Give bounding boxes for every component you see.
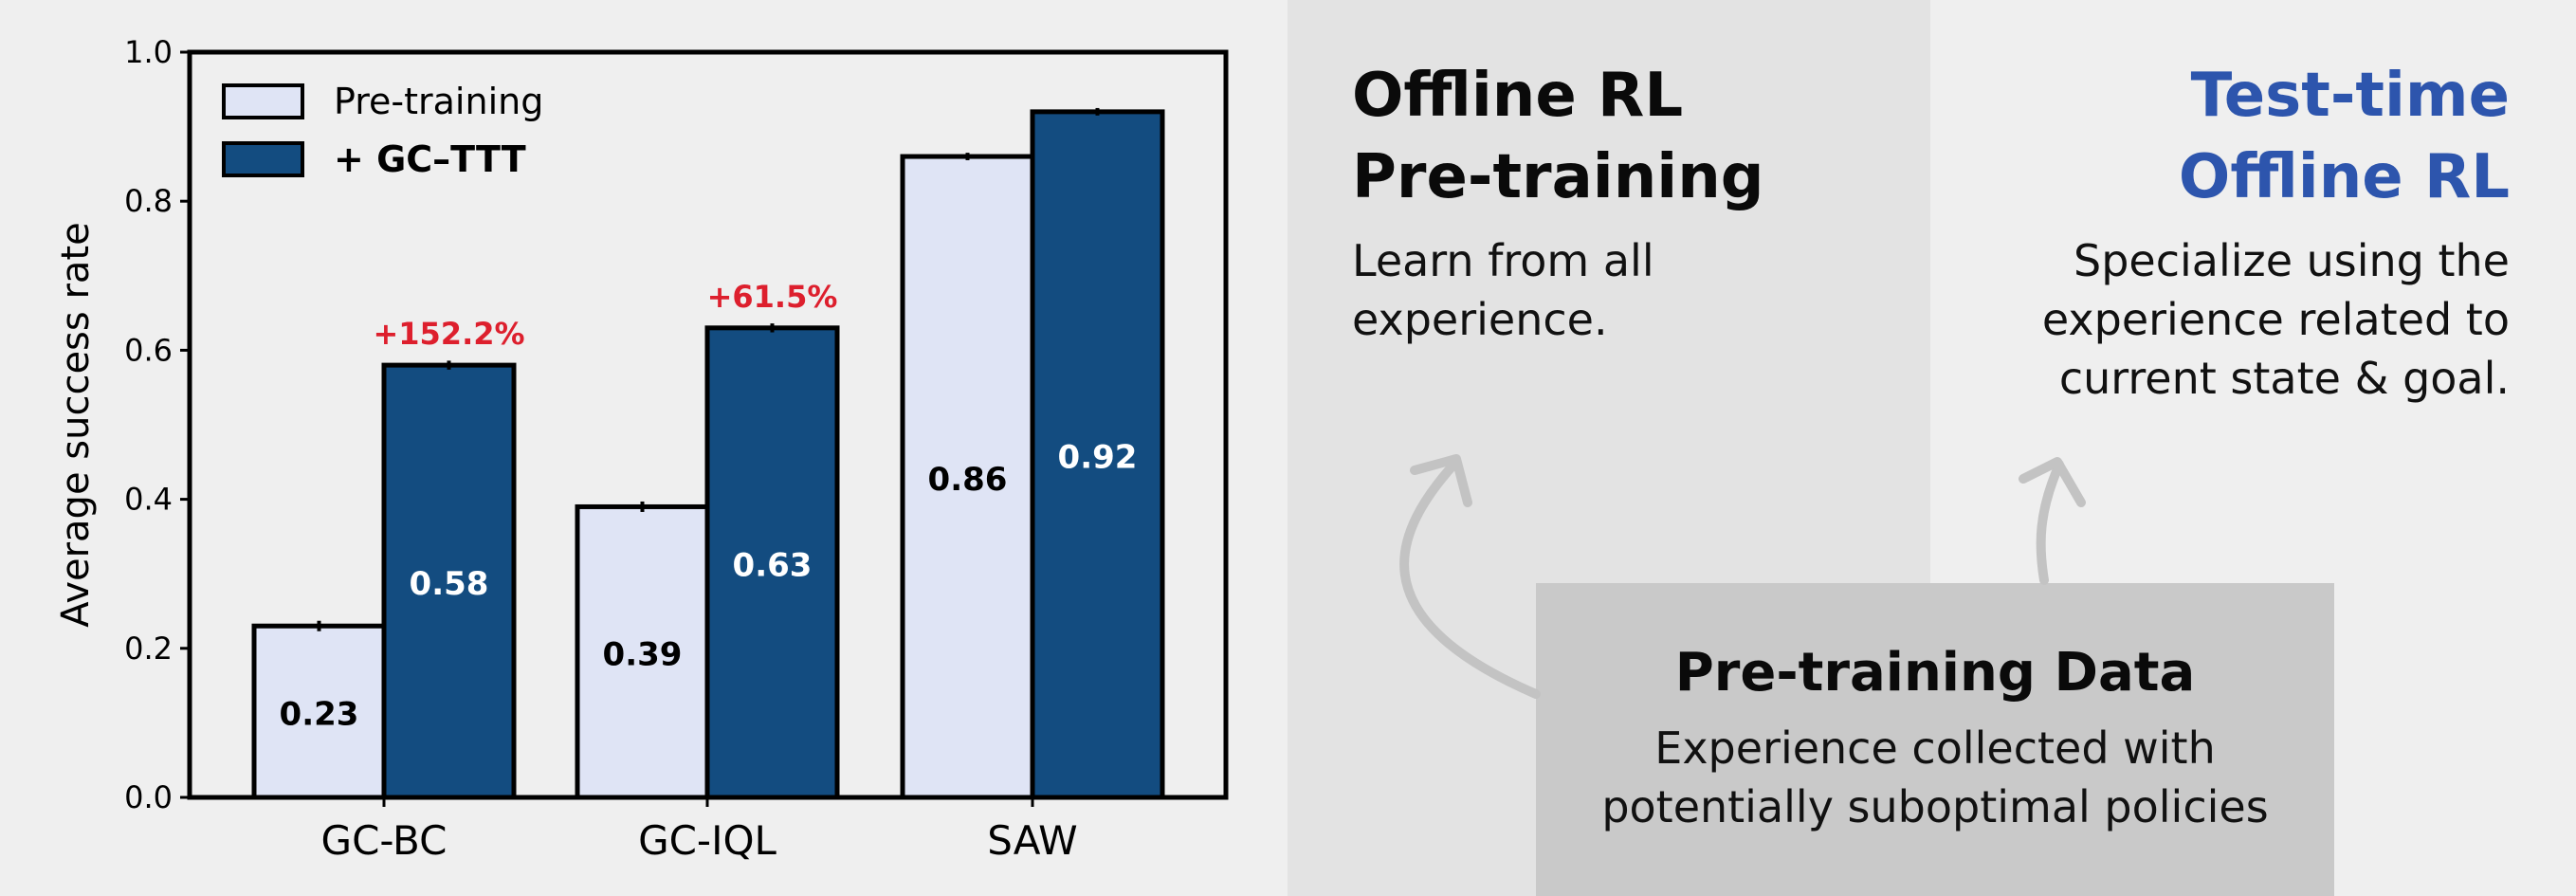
value-label: 0.63 bbox=[733, 546, 813, 584]
value-label: 0.23 bbox=[280, 696, 359, 734]
test-time-text: Test-time Offline RL Specialize using th… bbox=[1903, 55, 2510, 408]
pretraining-data-text: Pre-training Data Experience collected w… bbox=[1536, 637, 2334, 836]
plot-frame bbox=[187, 49, 1229, 800]
offline-desc-line2: experience. bbox=[1352, 294, 1608, 345]
testtime-desc-line1: Specialize using the bbox=[2074, 235, 2510, 286]
pretraining-data-description: Experience collected with potentially su… bbox=[1536, 719, 2334, 836]
y-tick-label: 0.0 bbox=[124, 779, 173, 815]
bar-gc-iql-pretraining bbox=[575, 503, 710, 800]
chart-panel: 0.23 0.58 +152.2% GC-BC 0.39 0.63 +61.5% GC-IQL… bbox=[54, 34, 1229, 864]
legend-swatch-pretraining bbox=[222, 83, 304, 119]
y-axis-label: Average success rate bbox=[54, 222, 98, 627]
data-desc-line1: Experience collected with bbox=[1654, 722, 2216, 774]
testtime-desc-line3: current state & goal. bbox=[2058, 353, 2510, 404]
improvement-label: +152.2% bbox=[373, 316, 524, 352]
x-tick-label: GC-BC bbox=[321, 817, 448, 864]
value-label: 0.92 bbox=[1058, 438, 1138, 476]
data-desc-line2: potentially suboptimal policies bbox=[1601, 781, 2269, 832]
improvement-label: +61.5% bbox=[707, 279, 838, 315]
testtime-title-line1: Test-time bbox=[2190, 61, 2510, 131]
legend-swatch-gc-ttt bbox=[222, 141, 304, 177]
y-tick-label: 0.8 bbox=[124, 183, 173, 219]
value-label: 0.39 bbox=[603, 636, 683, 674]
y-tick-label: 1.0 bbox=[124, 34, 173, 70]
bar-gc-bc-gc-ttt bbox=[381, 362, 517, 800]
x-tick-label: SAW bbox=[987, 817, 1077, 864]
offline-desc-line1: Learn from all bbox=[1352, 235, 1654, 286]
legend-label-pretraining: Pre-training bbox=[334, 81, 543, 122]
offline-rl-title: Offline RL Pre-training bbox=[1352, 55, 1911, 218]
bar-saw-pretraining bbox=[900, 154, 1035, 800]
y-tick-label: 0.4 bbox=[124, 482, 173, 518]
offline-title-line1: Offline RL bbox=[1352, 61, 1684, 131]
testtime-desc-line2: experience related to bbox=[2041, 294, 2510, 345]
offline-title-line2: Pre-training bbox=[1352, 142, 1764, 212]
pretraining-data-box bbox=[1536, 583, 2334, 896]
bar-gc-bc-pretraining bbox=[251, 623, 387, 800]
bar-chart: 0.23 0.58 +152.2% GC-BC 0.39 0.63 +61.5% GC-IQL… bbox=[54, 34, 1229, 864]
bar-saw-gc-ttt bbox=[1030, 109, 1165, 800]
test-time-description: Specialize using the experience related … bbox=[1903, 231, 2510, 408]
legend-label-gc-ttt: + GC–TTT bbox=[334, 138, 526, 180]
pretraining-data-title: Pre-training Data bbox=[1674, 642, 2196, 704]
bar-gc-iql-gc-ttt bbox=[704, 325, 840, 800]
offline-rl-text: Offline RL Pre-training Learn from all e… bbox=[1352, 55, 1911, 349]
offline-rl-description: Learn from all experience. bbox=[1352, 231, 1911, 349]
y-tick-label: 0.6 bbox=[124, 332, 173, 368]
y-tick-label: 0.2 bbox=[124, 631, 173, 667]
x-tick-label: GC-IQL bbox=[638, 817, 776, 864]
value-label: 0.86 bbox=[928, 461, 1008, 499]
testtime-title-line2: Offline RL bbox=[2178, 142, 2510, 212]
test-time-title: Test-time Offline RL bbox=[1903, 55, 2510, 218]
value-label: 0.58 bbox=[410, 565, 489, 603]
